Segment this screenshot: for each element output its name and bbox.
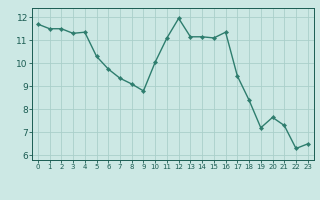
Text: Humidex (Indice chaleur): Humidex (Indice chaleur) <box>85 186 235 196</box>
